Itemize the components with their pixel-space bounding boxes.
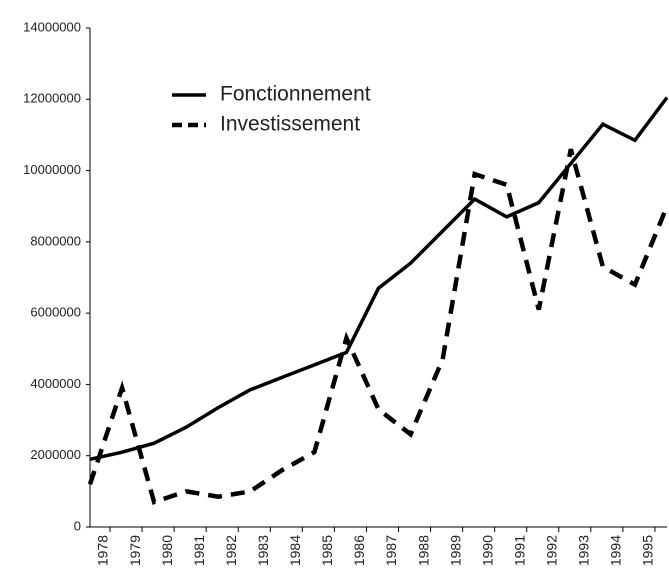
- x-tick-label: 1978: [95, 535, 111, 566]
- x-tick-label: 1992: [543, 535, 559, 566]
- y-tick-label: 6000000: [30, 305, 81, 320]
- legend-label: Fonctionnement: [220, 83, 371, 106]
- x-tick-label: 1989: [447, 535, 463, 566]
- x-tick-label: 1983: [255, 535, 271, 566]
- x-tick-label: 1993: [576, 535, 592, 566]
- x-tick-label: 1982: [223, 535, 239, 566]
- x-tick-label: 1979: [127, 535, 143, 566]
- x-tick-label: 1988: [415, 535, 431, 566]
- line-series: [89, 96, 669, 461]
- x-tick-label: 1995: [640, 535, 656, 566]
- y-tick-label: 0: [74, 518, 81, 533]
- x-tick-label: 1994: [608, 535, 624, 566]
- x-tick-label: 1987: [383, 535, 399, 566]
- x-tick-label: 1981: [191, 535, 207, 566]
- x-tick-label: 1990: [479, 535, 495, 566]
- x-tick-label: 1980: [159, 535, 175, 566]
- x-tick-label: 1986: [351, 535, 367, 566]
- x-tick-label: 1984: [287, 535, 303, 566]
- y-tick-label: 14000000: [23, 19, 81, 34]
- legend-label: Investissement: [220, 113, 360, 136]
- y-tick-label: 12000000: [23, 91, 81, 106]
- y-tick-label: 4000000: [30, 376, 81, 391]
- y-tick-label: 2000000: [30, 447, 81, 462]
- x-tick-label: 1991: [511, 535, 527, 566]
- y-tick-label: 10000000: [23, 162, 81, 177]
- x-tick-label: 1985: [319, 535, 335, 566]
- y-tick-label: 8000000: [30, 233, 81, 248]
- line-series: [87, 148, 669, 505]
